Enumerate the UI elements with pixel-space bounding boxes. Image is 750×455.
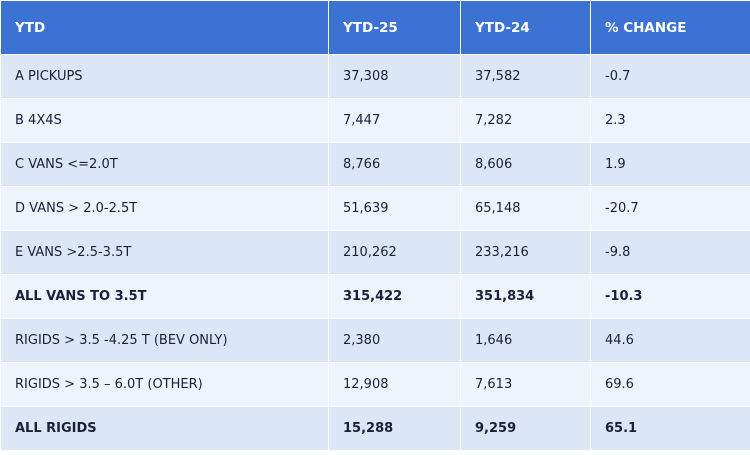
cell-value: 1,646 bbox=[460, 318, 591, 363]
table-row: ALL VANS TO 3.5T 315,422 351,834 -10.3 bbox=[0, 274, 750, 319]
row-label: A PICKUPS bbox=[0, 54, 329, 99]
cell-value: 2,380 bbox=[328, 318, 461, 363]
row-label: ALL VANS TO 3.5T bbox=[0, 274, 329, 319]
cell-value: 51,639 bbox=[328, 186, 461, 231]
header-cell: % CHANGE bbox=[590, 0, 750, 55]
cell-value: 1.9 bbox=[590, 142, 750, 187]
table-row: ALL RIGIDS 15,288 9,259 65.1 bbox=[0, 406, 750, 451]
table-row: C VANS <=2.0T 8,766 8,606 1.9 bbox=[0, 142, 750, 187]
row-label: RIGIDS > 3.5 -4.25 T (BEV ONLY) bbox=[0, 318, 329, 363]
row-label: RIGIDS > 3.5 – 6.0T (OTHER) bbox=[0, 362, 329, 407]
cell-value: 8,766 bbox=[328, 142, 461, 187]
cell-value: -20.7 bbox=[590, 186, 750, 231]
table-row: A PICKUPS 37,308 37,582 -0.7 bbox=[0, 54, 750, 99]
table-header: YTD YTD-25 YTD-24 % CHANGE bbox=[0, 0, 750, 55]
cell-value: 315,422 bbox=[328, 274, 461, 319]
cell-value: -10.3 bbox=[590, 274, 750, 319]
cell-value: 44.6 bbox=[590, 318, 750, 363]
row-label: E VANS >2.5-3.5T bbox=[0, 230, 329, 275]
cell-value: 8,606 bbox=[460, 142, 591, 187]
cell-value: 9,259 bbox=[460, 406, 591, 451]
row-label: C VANS <=2.0T bbox=[0, 142, 329, 187]
cell-value: 15,288 bbox=[328, 406, 461, 451]
cell-value: -0.7 bbox=[590, 54, 750, 99]
cell-value: 69.6 bbox=[590, 362, 750, 407]
cell-value: 7,282 bbox=[460, 98, 591, 143]
cell-value: 233,216 bbox=[460, 230, 591, 275]
cell-value: 65.1 bbox=[590, 406, 750, 451]
cell-value: 65,148 bbox=[460, 186, 591, 231]
header-row: YTD YTD-25 YTD-24 % CHANGE bbox=[0, 0, 750, 55]
cell-value: 12,908 bbox=[328, 362, 461, 407]
row-label: ALL RIGIDS bbox=[0, 406, 329, 451]
table-row: E VANS >2.5-3.5T 210,262 233,216 -9.8 bbox=[0, 230, 750, 275]
table-body: A PICKUPS 37,308 37,582 -0.7 B 4X4S 7,447 7,28… bbox=[0, 54, 750, 451]
header-cell: YTD-24 bbox=[460, 0, 591, 55]
cell-value: -9.8 bbox=[590, 230, 750, 275]
cell-value: 7,447 bbox=[328, 98, 461, 143]
header-cell: YTD bbox=[0, 0, 329, 55]
cell-value: 37,308 bbox=[328, 54, 461, 99]
cell-value: 2.3 bbox=[590, 98, 750, 143]
cell-value: 37,582 bbox=[460, 54, 591, 99]
cell-value: 351,834 bbox=[460, 274, 591, 319]
table-row: RIGIDS > 3.5 – 6.0T (OTHER) 12,908 7,613 69… bbox=[0, 362, 750, 407]
cell-value: 210,262 bbox=[328, 230, 461, 275]
table-row: D VANS > 2.0-2.5T 51,639 65,148 -20.7 bbox=[0, 186, 750, 231]
row-label: B 4X4S bbox=[0, 98, 329, 143]
table-row: B 4X4S 7,447 7,282 2.3 bbox=[0, 98, 750, 143]
cell-value: 7,613 bbox=[460, 362, 591, 407]
row-label: D VANS > 2.0-2.5T bbox=[0, 186, 329, 231]
header-cell: YTD-25 bbox=[328, 0, 461, 55]
table-row: RIGIDS > 3.5 -4.25 T (BEV ONLY) 2,380 1,64… bbox=[0, 318, 750, 363]
